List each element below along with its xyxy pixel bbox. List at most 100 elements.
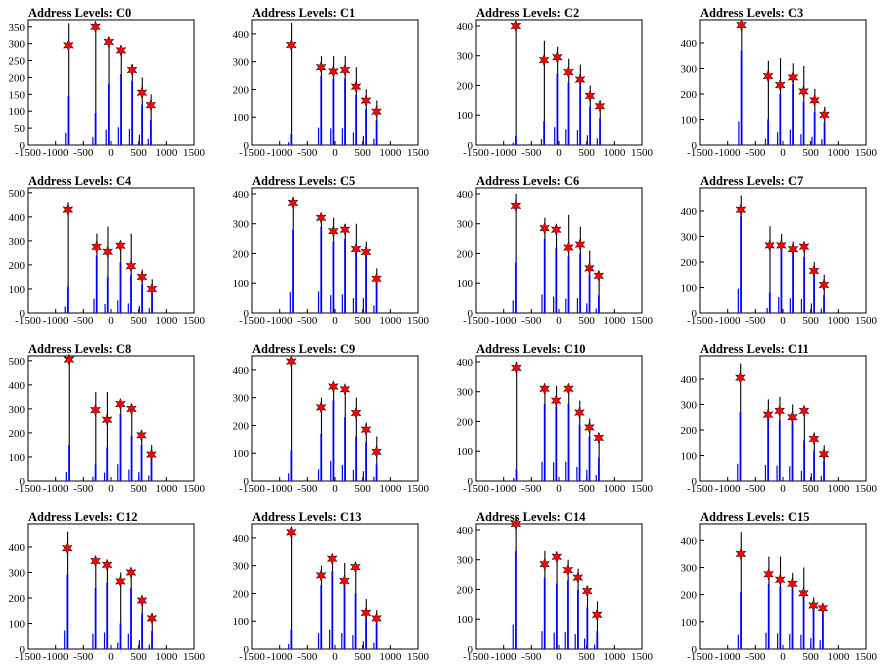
x-tick-label: -1500 — [15, 483, 41, 495]
histogram-bar — [764, 465, 767, 481]
peak-marker — [371, 272, 382, 286]
histogram-bar — [375, 624, 378, 649]
histogram-bar — [320, 585, 323, 649]
histogram-bar — [375, 464, 378, 481]
y-tick-label: 0 — [244, 308, 250, 320]
x-tick-label: 500 — [354, 651, 371, 663]
histogram-bar — [737, 463, 739, 481]
histogram-bar — [120, 74, 122, 145]
peak-marker — [350, 560, 361, 574]
chart-title: Address Levels: C2 — [476, 6, 580, 20]
histogram-bar — [141, 613, 143, 649]
histogram-bar — [352, 298, 355, 313]
x-tick-label: -1000 — [43, 315, 69, 327]
plot-frame — [251, 523, 419, 650]
histogram-bar — [130, 274, 132, 313]
histogram-bar — [148, 644, 150, 649]
histogram-bar — [373, 305, 375, 313]
histogram-bar — [352, 469, 355, 481]
y-tick-label: 100 — [681, 114, 698, 126]
x-tick-label: -500 — [745, 651, 766, 663]
histogram-bar — [317, 633, 320, 649]
x-tick-label: -1000 — [491, 315, 517, 327]
y-tick-label: 100 — [681, 617, 698, 629]
histogram-bar — [800, 634, 802, 649]
peak-marker — [574, 73, 586, 86]
histogram-bar — [117, 127, 119, 145]
y-tick-label: 400 — [681, 374, 698, 386]
y-tick-label: 300 — [9, 39, 26, 51]
peak-marker — [327, 224, 339, 238]
x-tick-label: -1000 — [43, 651, 69, 663]
histogram-bar — [107, 84, 110, 145]
histogram-bar — [330, 295, 332, 313]
y-tick-label: 300 — [233, 219, 250, 231]
histogram-bar — [803, 256, 806, 313]
x-tick-label: -1500 — [15, 651, 41, 663]
histogram-bar — [106, 276, 109, 313]
x-tick-label: 0 — [108, 483, 114, 495]
y-tick-label: 300 — [9, 236, 26, 248]
peak-marker — [90, 20, 101, 34]
histogram-bar — [599, 118, 601, 145]
histogram-bar — [820, 308, 822, 313]
peak-marker — [315, 60, 327, 74]
histogram-plot: 0 100 200 300 400 -1500 -1000 -500 0 500 1000 1500 — [9, 523, 206, 663]
histogram-bar — [767, 417, 770, 481]
peak-marker — [136, 86, 148, 99]
peak-marker — [591, 608, 603, 622]
histogram-bar — [355, 436, 358, 481]
chart-panel: 0 100 200 300 400 -1500 -1000 -500 0 500 1000 1500 A… — [672, 168, 896, 336]
x-tick-label: 500 — [130, 315, 147, 327]
histogram-bar — [791, 422, 794, 481]
histogram-bar — [541, 294, 543, 313]
chart-panel: 0 100 200 300 400 -1500 -1000 -500 0 500 1000 1500 A… — [448, 0, 672, 168]
histogram-bar — [579, 253, 582, 313]
y-tick-label: 200 — [233, 420, 250, 432]
peak-marker — [135, 429, 147, 442]
x-tick-label: -1000 — [43, 483, 69, 495]
histogram-bar — [288, 473, 290, 481]
x-tick-label: 0 — [332, 147, 338, 159]
peak-marker — [91, 240, 103, 254]
histogram-bar — [104, 303, 106, 313]
y-tick-label: 0 — [468, 476, 474, 488]
histogram-bar — [586, 303, 588, 313]
x-tick-label: 1500 — [407, 651, 430, 663]
plot-frame — [475, 187, 643, 314]
y-tick-label: 0 — [692, 644, 698, 656]
x-tick-label: 500 — [130, 483, 147, 495]
histogram-bar — [792, 83, 794, 145]
x-tick-label: -1000 — [715, 483, 741, 495]
histogram-bar — [543, 121, 546, 145]
y-tick-label: 0 — [468, 644, 474, 656]
peak-marker — [774, 404, 786, 418]
x-tick-label: 0 — [556, 147, 562, 159]
histogram-bar — [332, 241, 335, 313]
histogram-bar — [586, 135, 588, 145]
peak-marker — [584, 89, 596, 103]
peak-marker — [762, 408, 774, 421]
y-tick-label: 100 — [681, 282, 698, 294]
histogram-bar — [588, 436, 591, 481]
histogram-bar — [593, 644, 596, 649]
peak-marker — [818, 278, 830, 292]
x-tick-label: -1500 — [239, 483, 265, 495]
peak-marker — [593, 269, 605, 283]
peak-marker — [61, 541, 73, 555]
histogram-bar — [290, 629, 293, 649]
y-tick-label: 200 — [9, 72, 26, 84]
histogram-bar — [117, 642, 119, 649]
histogram-bar — [820, 475, 822, 481]
histogram-plot: 0 100 200 300 400 -1500 -1000 -500 0 500 1000 1500 — [457, 187, 654, 327]
x-tick-label: -1500 — [463, 147, 489, 159]
histogram-bar — [375, 283, 378, 313]
y-tick-label: 100 — [457, 614, 474, 626]
x-tick-label: 1500 — [631, 147, 654, 159]
peak-marker — [102, 245, 114, 258]
peak-marker — [807, 599, 819, 612]
chart-title: Address Levels: C12 — [28, 510, 138, 524]
histogram-bar — [555, 406, 558, 481]
histogram-bar — [565, 298, 567, 313]
peak-marker — [786, 577, 798, 591]
